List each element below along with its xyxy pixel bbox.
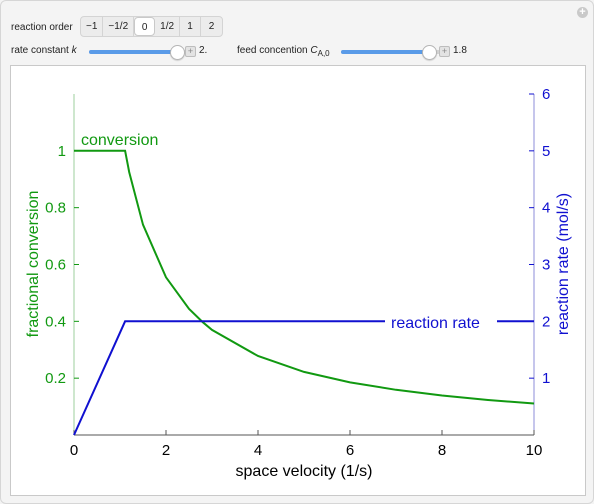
x-tick-label: 10 xyxy=(526,442,543,459)
left-y-ticks: 0.2 0.4 0.6 0.8 1 xyxy=(45,143,79,387)
reaction-order-option-5[interactable]: 2 xyxy=(208,21,215,32)
feed-concentration-plus-icon[interactable]: + xyxy=(439,46,450,57)
feed-concentration-slider-thumb[interactable] xyxy=(421,45,437,60)
x-tick-label: 2 xyxy=(162,442,170,459)
reaction-rate-line xyxy=(73,320,534,436)
rate-constant-slider[interactable] xyxy=(89,45,191,60)
reaction-order-option-4[interactable]: 1 xyxy=(180,17,202,36)
left-y-axis-label: fractional conversion xyxy=(25,191,42,338)
right-y-ticks: 1 2 3 4 5 6 xyxy=(529,86,550,387)
feed-concentration-slider-fill xyxy=(341,50,429,54)
x-tick-label: 6 xyxy=(346,442,354,459)
rate-constant-slider-fill xyxy=(89,50,177,54)
rate-constant-label: rate constant k xyxy=(11,45,77,56)
right-y-tick-label: 5 xyxy=(542,143,550,160)
right-y-tick-label: 4 xyxy=(542,200,550,217)
rate-constant-value: 2. xyxy=(199,45,208,56)
reaction-order-option-2[interactable]: 0 xyxy=(134,17,156,36)
x-ticks: 0 2 4 6 8 10 xyxy=(70,430,543,459)
right-y-tick-label: 2 xyxy=(542,313,550,330)
expand-plus-icon[interactable]: + xyxy=(577,7,588,18)
x-tick-label: 4 xyxy=(254,442,262,459)
feed-concentration-slider[interactable] xyxy=(341,45,443,60)
left-y-tick-label: 1 xyxy=(58,143,66,160)
rate-series-label: reaction rate xyxy=(391,315,480,332)
x-tick-label: 0 xyxy=(70,442,78,459)
right-y-tick-label: 3 xyxy=(542,257,550,274)
x-tick-label: 8 xyxy=(438,442,446,459)
left-y-tick-label: 0.2 xyxy=(45,370,66,387)
conversion-line xyxy=(74,149,535,405)
left-y-tick-label: 0.4 xyxy=(45,313,66,330)
right-y-axis-label: reaction rate (mol/s) xyxy=(555,193,572,335)
reaction-order-selector[interactable]: −1 −1/2 0 1/2 1 2 xyxy=(80,16,224,37)
left-y-tick-label: 0.6 xyxy=(45,257,66,274)
rate-constant-plus-icon[interactable]: + xyxy=(185,46,196,57)
reaction-order-option-1[interactable]: −1/2 xyxy=(103,17,135,36)
rate-label-background xyxy=(385,312,497,332)
reaction-order-option-3[interactable]: 1/2 xyxy=(155,17,181,36)
plot-panel: 0 2 4 6 8 10 0.2 0.4 0.6 0.8 1 1 2 3 4 5 6 space veloc… xyxy=(10,65,586,496)
feed-concentration-label: feed concention CA,0 xyxy=(237,45,330,58)
left-y-tick-label: 0.8 xyxy=(45,200,66,217)
reaction-order-option-0[interactable]: −1 xyxy=(81,17,104,36)
series-lines xyxy=(73,149,535,436)
feed-concentration-value: 1.8 xyxy=(453,45,467,56)
conversion-series-label: conversion xyxy=(81,132,158,149)
right-y-tick-label: 6 xyxy=(542,86,550,103)
right-y-tick-label: 1 xyxy=(542,370,550,387)
reaction-order-label: reaction order xyxy=(11,22,73,33)
x-axis-label: space velocity (1/s) xyxy=(236,463,373,480)
chart: 0 2 4 6 8 10 0.2 0.4 0.6 0.8 1 1 2 3 4 5 6 space veloc… xyxy=(25,86,572,480)
rate-constant-slider-thumb[interactable] xyxy=(169,45,185,60)
